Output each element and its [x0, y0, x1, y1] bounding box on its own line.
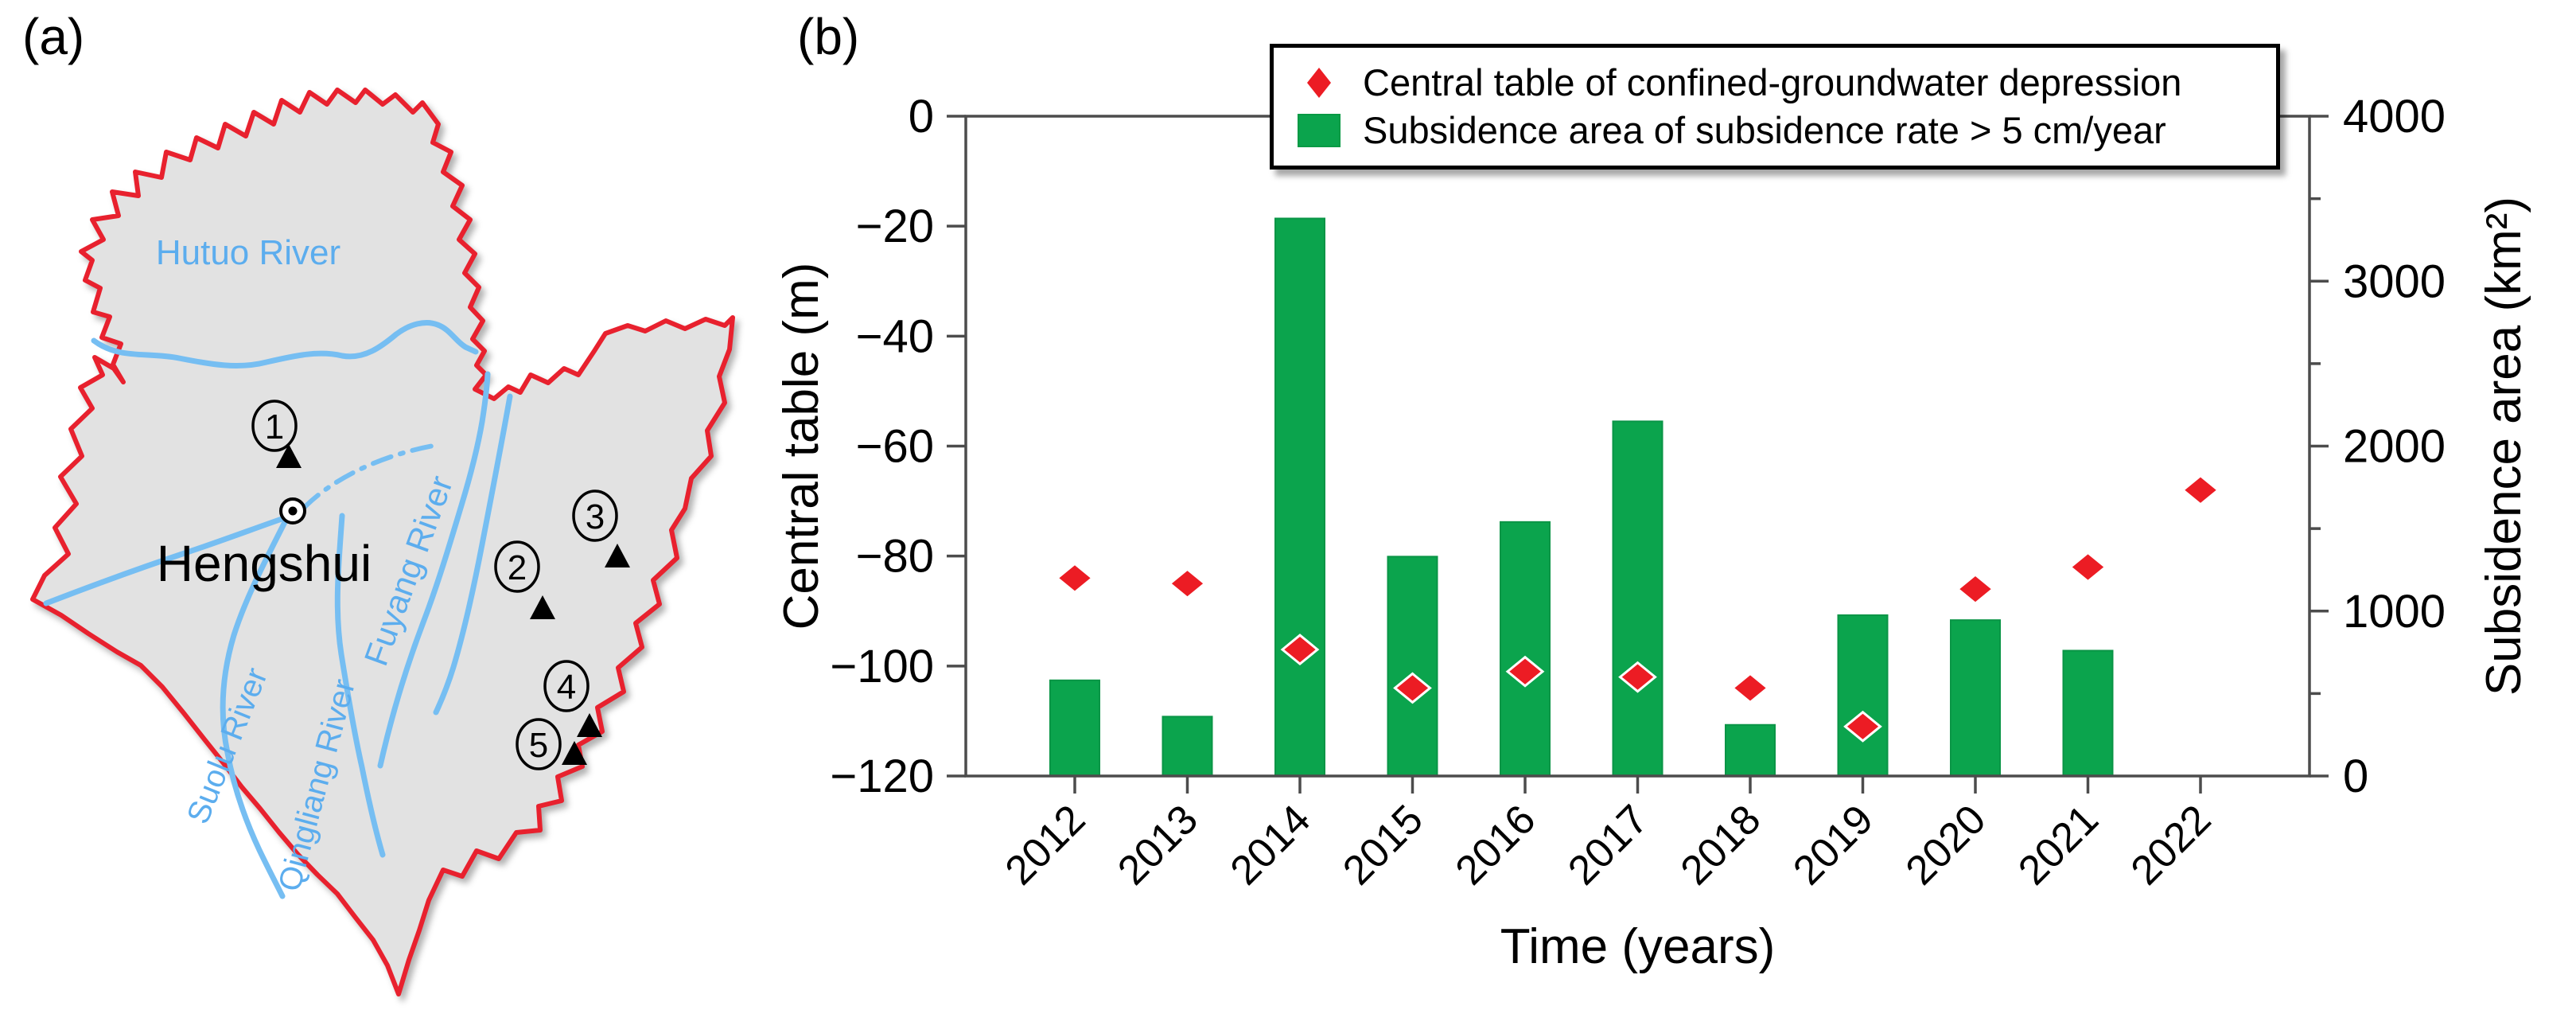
city-dot-core: [288, 506, 298, 516]
site-marker-5: 5: [516, 718, 587, 770]
diamond-2016: [1505, 655, 1545, 688]
legend-item-subsidence-area: Subsidence area of subsidence rate > 5 c…: [1293, 110, 2257, 151]
legend-bar-swatch-icon: [1293, 113, 1345, 148]
diamond-2012: [1055, 562, 1095, 595]
bar-2016: [1500, 521, 1551, 778]
site-marker-2: 2: [494, 540, 555, 619]
x-tick-label-2015: 2015: [1334, 796, 1432, 894]
x-tick-label-2014: 2014: [1222, 796, 1320, 894]
bar-2021: [2062, 649, 2114, 777]
left-tick-label: −80: [856, 531, 934, 583]
bar-2017: [1612, 420, 1664, 777]
legend-label-central-table: Central table of confined-groundwater de…: [1363, 61, 2182, 104]
site-circle-3: [572, 489, 618, 542]
x-tick-label-2012: 2012: [997, 796, 1095, 894]
legend-diamond-icon: [1293, 66, 1345, 99]
panel-a-label: (a): [22, 8, 85, 65]
diamond-2014: [1280, 634, 1320, 666]
hutuo-river-label: Hutuo River: [156, 233, 340, 272]
diamond-2019: [1843, 710, 1882, 743]
chart-legend: Central table of confined-groundwater de…: [1270, 44, 2280, 170]
left-tick-label: −40: [856, 310, 934, 362]
x-tick-label-2013: 2013: [1109, 796, 1207, 894]
right-tick-label: 2000: [2343, 421, 2446, 473]
x-tick-label-2017: 2017: [1559, 796, 1657, 894]
site-marker-3: 3: [572, 489, 630, 567]
site-triangle-2: [530, 595, 555, 619]
x-axis-title: Time (years): [1500, 919, 1776, 974]
diamonds-group: [1055, 474, 2220, 743]
site-marker-1: 1: [251, 400, 302, 468]
right-tick-label: 4000: [2343, 91, 2446, 142]
west-inflow-river-line: [43, 514, 290, 606]
site-number-1: 1: [265, 408, 284, 447]
x-tick-label-2016: 2016: [1447, 796, 1545, 894]
x-tick-label-2020: 2020: [1897, 796, 1995, 894]
site-circle-1: [251, 400, 298, 452]
left-axis-title: Central table (m): [774, 263, 829, 630]
right-tick-label: 0: [2343, 751, 2368, 802]
x-tick-label-2022: 2022: [2123, 796, 2220, 894]
x-tick-label-2018: 2018: [1672, 796, 1770, 894]
bar-2012: [1049, 679, 1100, 777]
diamond-2013: [1168, 567, 1207, 600]
city-label: Hengshui: [157, 535, 372, 592]
map-panel: Hutuo River Fuyang River Suolu River Qin…: [30, 88, 735, 996]
site-triangle-3: [605, 544, 630, 567]
right-tick-label: 1000: [2343, 586, 2446, 638]
x-tick-label-2019: 2019: [1784, 796, 1882, 894]
left-tick-label: −60: [856, 421, 934, 473]
right-tick-label: 3000: [2343, 255, 2446, 307]
fuyang-river-line: [377, 371, 491, 769]
site-triangle-5: [562, 741, 587, 765]
x-tick-label-2021: 2021: [2010, 796, 2107, 894]
region-boundary: [30, 88, 735, 996]
bar-2020: [1950, 619, 2001, 777]
site-circle-2: [494, 540, 540, 593]
legend-item-central-table: Central table of confined-groundwater de…: [1293, 62, 2257, 103]
legend-label-subsidence-area: Subsidence area of subsidence rate > 5 c…: [1363, 109, 2166, 151]
diamond-2015: [1393, 672, 1432, 704]
bars-group: [1049, 217, 2114, 778]
bar-2013: [1162, 716, 1213, 778]
hutuo-river-line: [91, 320, 479, 369]
east-branch-river-line: [433, 393, 513, 716]
site-triangle-4: [577, 713, 602, 737]
canal-dashed-line: [302, 443, 436, 510]
bar-2018: [1725, 723, 1776, 777]
diamond-2017: [1618, 661, 1657, 693]
right-axis-title: Subsidence area (km²): [2477, 197, 2531, 696]
panel-b-label: (b): [797, 8, 860, 65]
qingliang-river-line: [334, 513, 386, 858]
left-tick-label: −20: [856, 201, 934, 252]
bar-2014: [1274, 217, 1325, 777]
city-hengshui: Hengshui: [157, 497, 372, 592]
site-number-5: 5: [529, 726, 548, 765]
site-marker-4: 4: [543, 660, 602, 737]
site-number-4: 4: [557, 668, 576, 707]
site-number-3: 3: [586, 497, 605, 536]
diamond-2020: [1955, 573, 1995, 606]
bar-2015: [1387, 556, 1438, 777]
diamond-2022: [2181, 474, 2220, 506]
site-circle-5: [516, 718, 562, 770]
diamond-2018: [1730, 672, 1770, 704]
left-tick-label: −100: [830, 641, 934, 692]
diamond-2021: [2068, 551, 2107, 583]
suolu-river-line: [220, 516, 290, 899]
left-tick-label: 0: [909, 91, 934, 142]
site-circle-4: [543, 660, 590, 712]
bar-2019: [1837, 614, 1889, 778]
site-number-2: 2: [508, 548, 527, 587]
left-tick-label: −120: [830, 751, 934, 802]
site-triangle-1: [276, 444, 302, 468]
